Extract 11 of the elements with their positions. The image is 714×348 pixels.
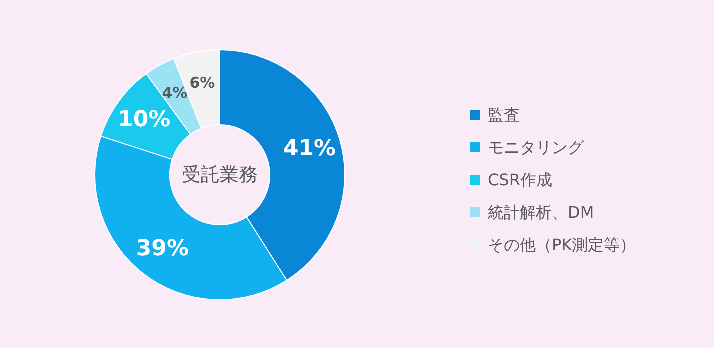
data-label: 6% (190, 74, 216, 92)
data-label: 41% (283, 136, 336, 162)
text: 受託業務 (182, 164, 258, 186)
legend-label: 統計解析、DM (488, 203, 594, 222)
data-label: 4% (162, 84, 188, 102)
data-label: 10% (118, 108, 171, 133)
data-label: 39% (136, 236, 190, 262)
legend-label: モニタリング (488, 138, 585, 157)
legend-label: 監査 (488, 106, 520, 124)
legend-label: CSR作成 (488, 170, 552, 190)
legend-label: その他（PK測定等） (488, 236, 636, 254)
